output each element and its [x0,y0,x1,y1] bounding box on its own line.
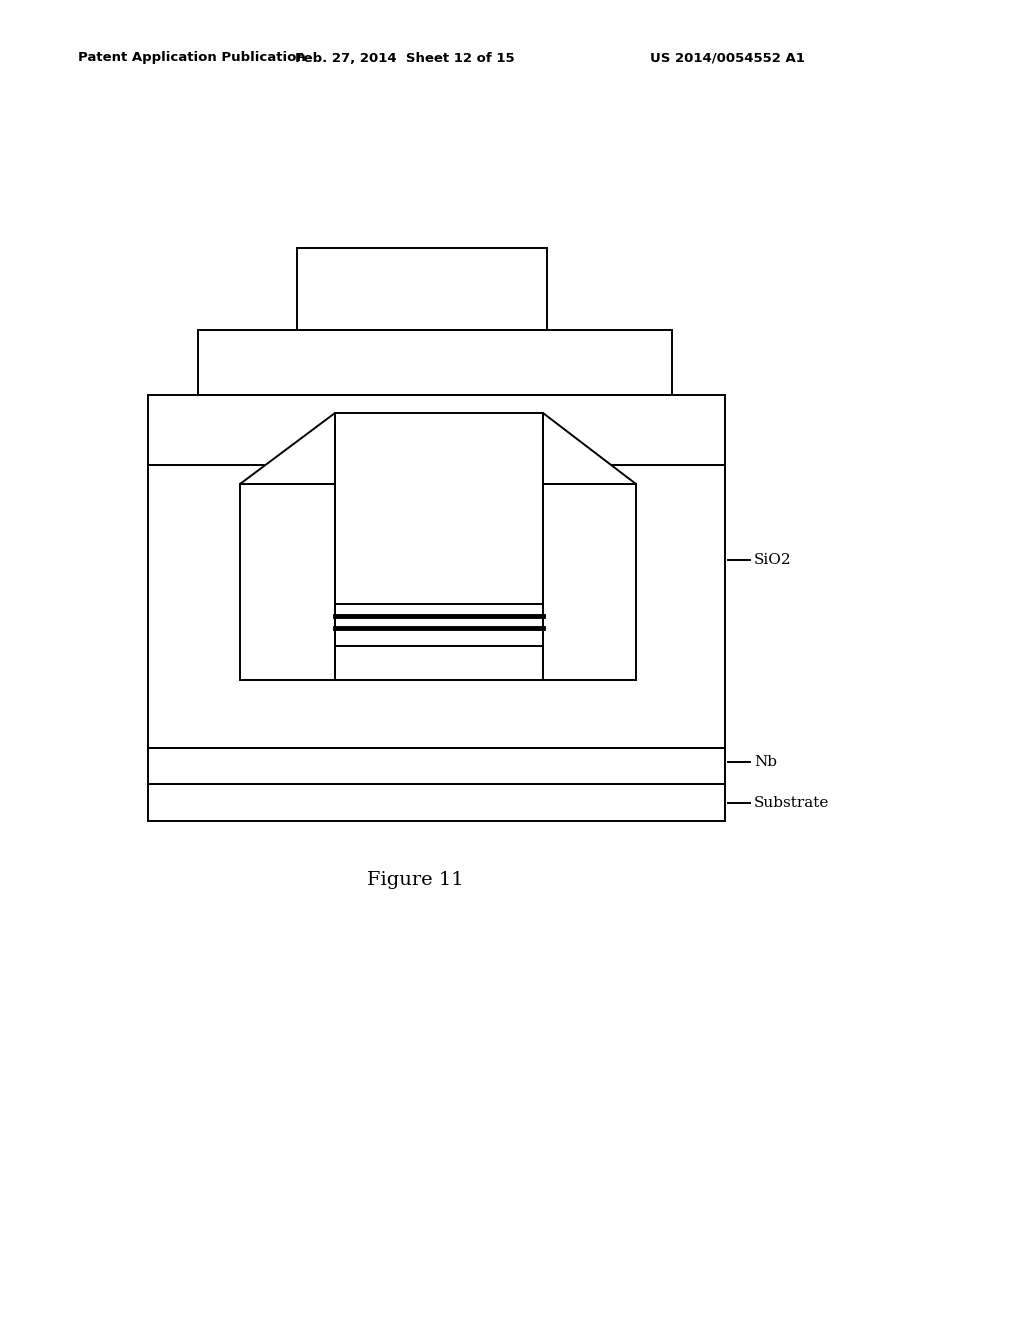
Bar [335,413,543,680]
Text: Patent Application Publication: Patent Application Publication [78,51,306,65]
Bar [148,748,725,784]
Text: US 2014/0054552 A1: US 2014/0054552 A1 [650,51,805,65]
Text: Substrate: Substrate [754,796,829,810]
Bar [297,248,547,330]
Polygon shape [240,413,335,484]
Bar [148,395,725,465]
Bar [543,484,636,680]
Text: Figure 11: Figure 11 [367,871,463,888]
Polygon shape [543,413,636,484]
Text: Nb: Nb [754,755,777,770]
Bar [198,330,672,395]
Text: SiO2: SiO2 [754,553,792,568]
Bar [240,484,335,680]
Bar [148,784,725,821]
Text: Feb. 27, 2014  Sheet 12 of 15: Feb. 27, 2014 Sheet 12 of 15 [295,51,515,65]
Bar [148,465,725,748]
